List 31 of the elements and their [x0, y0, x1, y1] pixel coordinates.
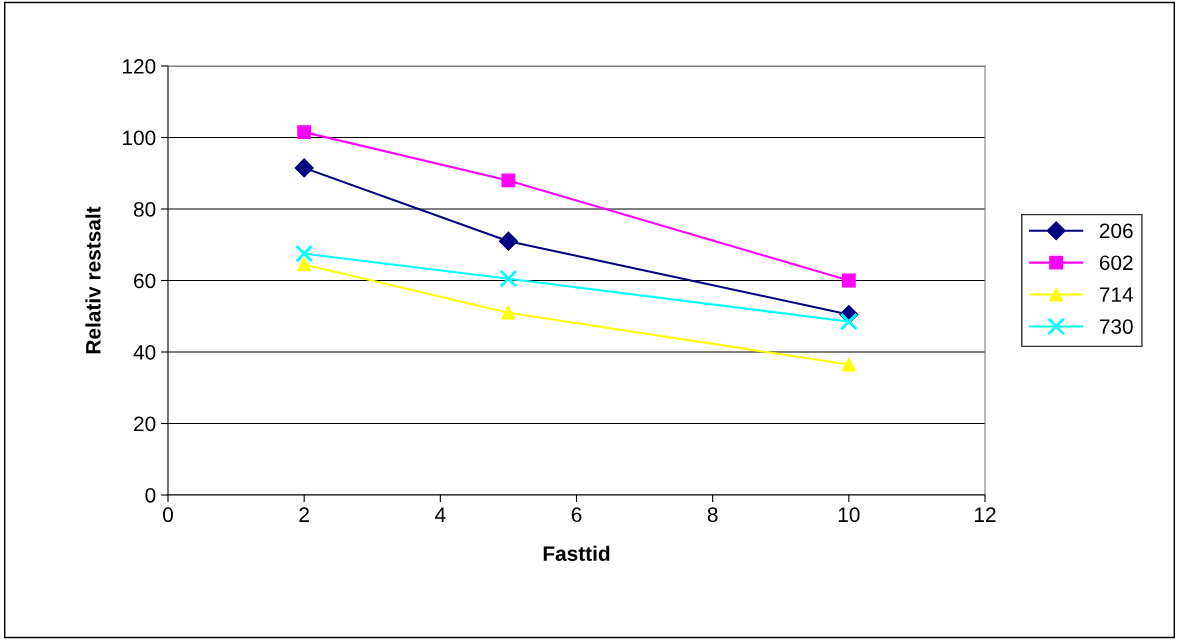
point — [295, 244, 314, 263]
point — [839, 312, 858, 331]
x-tick-label: 12 — [975, 507, 996, 522]
y-tick-label: 120 — [123, 59, 156, 74]
x-tick-label: 4 — [435, 507, 446, 522]
point — [841, 273, 856, 288]
legend-label: 730 — [1099, 319, 1133, 334]
point — [297, 257, 312, 272]
y-tick-label: 20 — [134, 416, 156, 432]
y-tick-label: 40 — [133, 345, 156, 360]
x-axis-title: Fasttid — [543, 545, 610, 561]
point — [297, 125, 312, 140]
x-tick-label: 0 — [163, 507, 173, 523]
point — [294, 158, 314, 178]
y-axis-title: Relativ restsalt — [85, 206, 101, 354]
y-tick-label: 80 — [133, 202, 156, 217]
x-tick-label: 2 — [299, 507, 309, 522]
point — [501, 305, 516, 320]
legend-label: 714 — [1099, 287, 1133, 302]
legend-label: 206 — [1099, 223, 1133, 239]
x-tick-label: 6 — [571, 507, 582, 523]
y-tick-label: 100 — [123, 130, 156, 146]
y-tick-label: 0 — [145, 488, 156, 503]
legend-label: 602 — [1099, 255, 1133, 271]
point — [498, 231, 518, 251]
point — [499, 269, 518, 288]
x-tick-label: 10 — [838, 507, 860, 523]
y-tick-label: 60 — [134, 273, 156, 289]
x-tick-label: 8 — [707, 507, 718, 523]
point — [501, 173, 516, 188]
point — [841, 357, 856, 372]
